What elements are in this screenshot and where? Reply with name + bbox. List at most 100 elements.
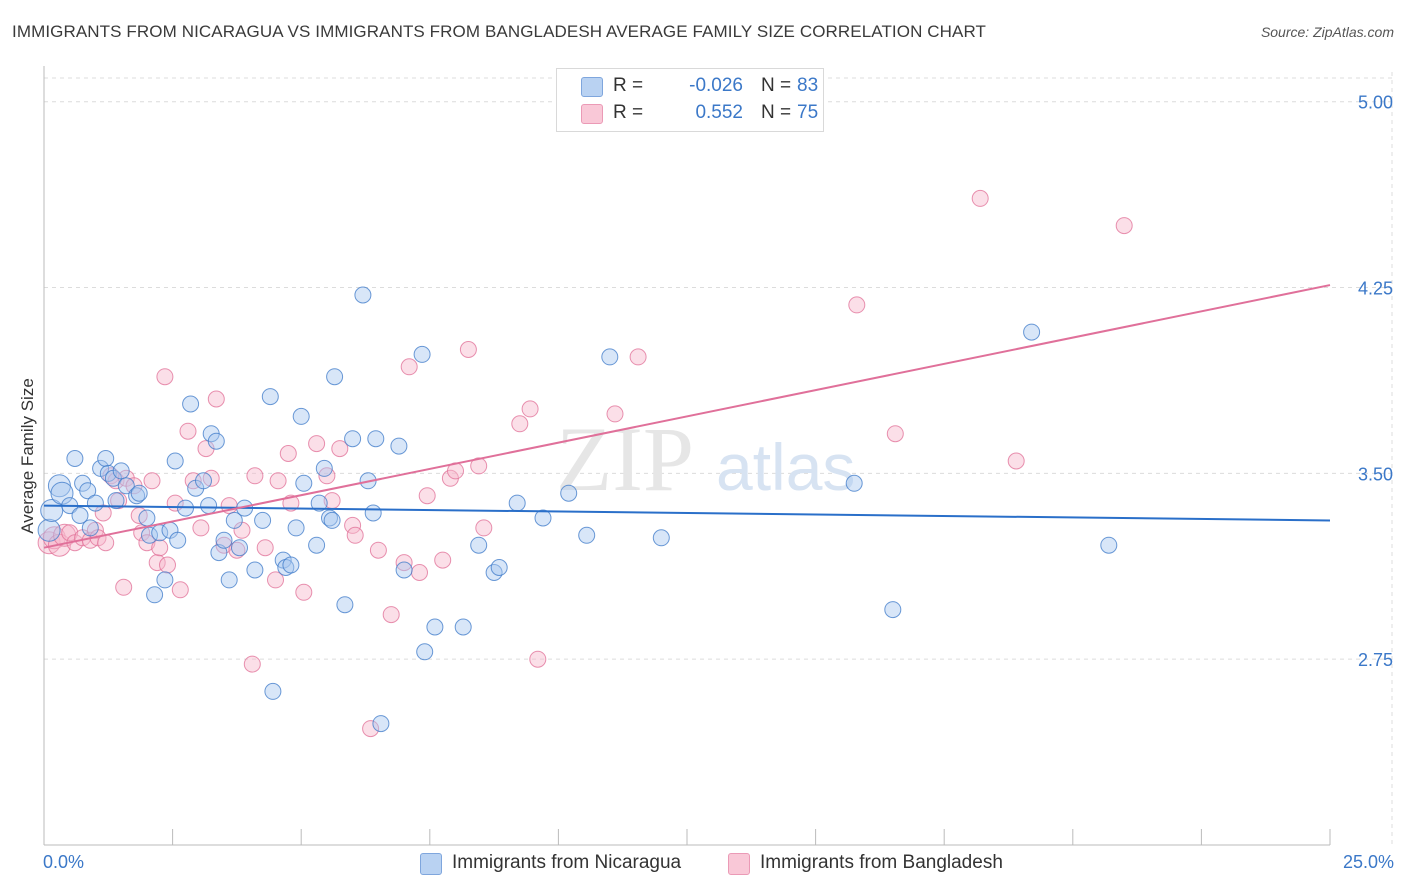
nicaragua-point (395, 561, 413, 579)
bangladesh-point (148, 554, 166, 572)
bangladesh-point (369, 541, 387, 559)
nicaragua-point (128, 487, 146, 505)
bangladesh-point (606, 405, 624, 423)
legend-n-label: N = (761, 75, 792, 96)
nicaragua-point (99, 464, 117, 482)
x-axis-min-label: 0.0% (43, 852, 85, 872)
legend-r-value: -0.026 (689, 75, 743, 96)
legend-r-value: 0.552 (695, 102, 743, 123)
nicaragua-point (287, 519, 305, 537)
legend-item-label: Immigrants from Bangladesh (760, 852, 1003, 873)
bangladesh-point (207, 390, 225, 408)
bangladesh-point (61, 524, 79, 542)
nicaragua-point (86, 494, 104, 512)
nicaragua-point (426, 618, 444, 636)
bangladesh-point (529, 650, 547, 668)
bangladesh-point (1007, 452, 1025, 470)
source-label: Source: ZipAtlas.com (1260, 24, 1394, 40)
nicaragua-point (166, 452, 184, 470)
nicaragua-point (416, 643, 434, 661)
nicaragua-point (112, 462, 130, 480)
bangladesh-point (459, 341, 477, 358)
nicaragua-point (169, 531, 187, 549)
nicaragua-point (326, 368, 344, 386)
bangladesh-point (243, 655, 261, 673)
bangladesh-point (151, 539, 169, 557)
nicaragua-point (37, 518, 61, 542)
bangladesh-point (521, 400, 539, 418)
trend-lines (43, 284, 1331, 549)
bangladesh-point (179, 422, 197, 440)
bangladesh-point (400, 358, 418, 376)
nicaragua-point (264, 682, 282, 700)
nicaragua-point (354, 286, 372, 304)
bangladesh-point (886, 425, 904, 443)
y-tick-label: 2.75 (1358, 650, 1393, 670)
nicaragua-point (323, 511, 341, 529)
nicaragua-point (282, 556, 300, 574)
nicaragua-point (1023, 323, 1041, 341)
nicaragua-point (66, 450, 84, 467)
bangladesh-point (475, 519, 493, 537)
nicaragua-point (390, 437, 408, 455)
y-tick-label: 3.50 (1358, 464, 1393, 484)
correlation-legend: R = -0.026 N = 83 R = 0.552 N = 75 (556, 68, 824, 132)
bangladesh-point (848, 296, 866, 314)
bangladesh-point (629, 348, 647, 366)
bangladesh-point (511, 415, 529, 433)
nicaragua-point (321, 509, 338, 527)
y-tick-label: 4.25 (1358, 279, 1393, 299)
nicaragua-point (534, 509, 552, 527)
y-tick-labels: 2.75 3.50 4.25 5.00 (1358, 93, 1393, 670)
nicaragua-point (470, 536, 488, 554)
nicaragua-point (107, 492, 125, 510)
nicaragua-point (182, 395, 200, 413)
nicaragua-point (1100, 536, 1118, 554)
nicaragua-point (454, 618, 472, 636)
nicaragua-point (231, 539, 248, 557)
nicaragua-point (845, 474, 863, 492)
nicaragua-point (310, 494, 328, 512)
bangladesh-trend-line (43, 284, 1331, 549)
bangladesh-point (115, 578, 133, 596)
nicaragua-point (141, 526, 158, 544)
grid-layer (44, 72, 1393, 845)
y-axis-label: Average Family Size (18, 378, 37, 534)
nicaragua-point (292, 407, 310, 425)
nicaragua-point (97, 450, 115, 467)
chart-title: IMMIGRANTS FROM NICARAGUA VS IMMIGRANTS … (12, 22, 987, 41)
nicaragua-point (344, 430, 362, 448)
bangladesh-point (295, 583, 313, 601)
nicaragua-point (508, 494, 526, 512)
nicaragua-point (336, 596, 354, 614)
bangladesh-point (269, 472, 287, 490)
nicaragua-point (246, 561, 264, 579)
nicaragua-point (261, 388, 279, 406)
nicaragua-point (215, 531, 233, 549)
nicaragua-point (367, 430, 385, 448)
nicaragua-point (130, 484, 148, 502)
nicaragua-point (254, 511, 272, 529)
bangladesh-point (971, 189, 989, 207)
bangladesh-point (395, 554, 413, 572)
nicaragua-point (195, 472, 212, 490)
legend-n-value: 75 (797, 102, 819, 123)
legend-n-value: 83 (797, 75, 819, 96)
nicaragua-point (315, 459, 333, 477)
nicaragua-point (652, 529, 670, 547)
nicaragua-point (220, 571, 238, 589)
legend-n-label: N = (761, 102, 792, 123)
bangladesh-point (171, 581, 189, 599)
nicaragua-point (372, 715, 390, 733)
nicaragua-point (295, 474, 313, 492)
nicaragua-point (225, 511, 243, 529)
bangladesh-point (331, 440, 349, 458)
bangladesh-point (159, 556, 176, 574)
x-axis-max-label: 25.0% (1342, 852, 1394, 872)
nicaragua-point (117, 477, 135, 495)
nicaragua-point (578, 526, 596, 544)
legend-r-label: R = (613, 102, 644, 123)
legend-r-label: R = (613, 75, 644, 96)
nicaragua-point (79, 482, 97, 500)
